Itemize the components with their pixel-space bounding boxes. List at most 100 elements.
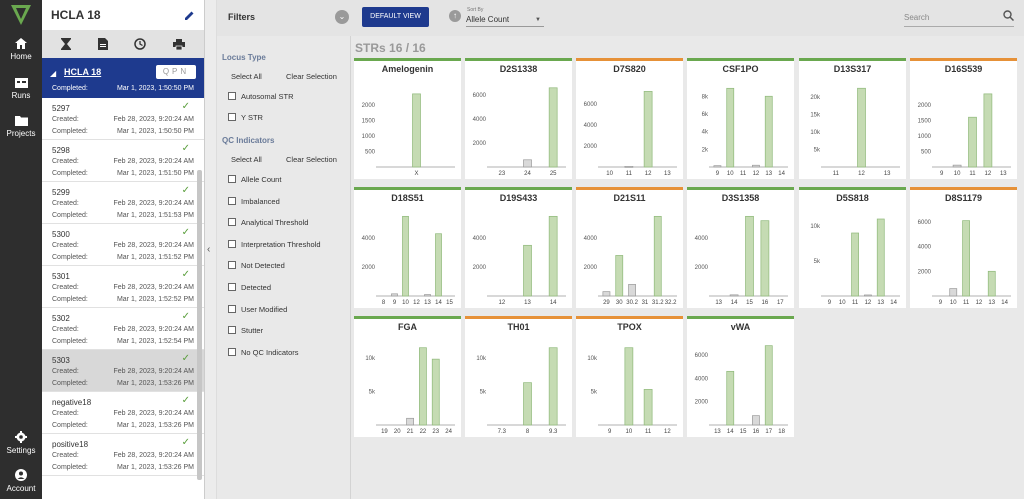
allele-bar[interactable] <box>643 389 653 426</box>
checkbox[interactable] <box>228 196 236 205</box>
locus-card[interactable]: D8S1179 2000 4000 6000 9 10 11 12 13 14 <box>910 187 1017 308</box>
checkbox[interactable] <box>228 347 236 356</box>
allele-bar[interactable] <box>857 87 866 168</box>
qc-indicator-option[interactable]: Detected <box>228 283 271 292</box>
allele-bar[interactable] <box>962 220 970 297</box>
allele-bar[interactable] <box>653 215 662 297</box>
allele-bar[interactable] <box>760 220 770 297</box>
allele-bar[interactable] <box>726 87 735 168</box>
nav-account[interactable]: Account <box>0 469 42 493</box>
report-button[interactable] <box>97 38 108 50</box>
print-button[interactable] <box>172 38 185 50</box>
filters-toggle-icon[interactable]: ⌄ <box>335 10 349 24</box>
allele-bar[interactable] <box>952 164 962 168</box>
allele-bar[interactable] <box>643 91 653 168</box>
allele-bar[interactable] <box>435 233 442 297</box>
checkbox[interactable] <box>228 261 236 270</box>
locus-card[interactable]: D5S818 5k 10k 9 10 11 12 13 14 <box>799 187 906 308</box>
qc-indicator-option[interactable]: Stutter <box>228 326 263 335</box>
allele-bar[interactable] <box>424 294 431 297</box>
case-item[interactable]: 5301 ✓ Created: Feb 28, 2023, 9:20:24 AM… <box>42 266 204 308</box>
selected-case[interactable]: ◢ HCLA 18 QPN Completed: Mar 1, 2023, 1:… <box>42 58 204 98</box>
allele-bar[interactable] <box>615 255 624 297</box>
allele-bar[interactable] <box>987 270 996 297</box>
qc-indicator-option[interactable]: Analytical Threshold <box>228 218 308 227</box>
nav-settings[interactable]: Settings <box>0 431 42 455</box>
history-button[interactable] <box>134 38 146 50</box>
allele-bar[interactable] <box>876 218 885 297</box>
allele-bar[interactable] <box>548 347 558 426</box>
case-item[interactable]: 5303 ✓ Created: Feb 28, 2023, 9:20:24 AM… <box>42 350 204 392</box>
search-icon[interactable] <box>1003 10 1014 21</box>
case-name[interactable]: positive18 <box>52 440 89 449</box>
nav-home[interactable]: Home <box>0 38 42 61</box>
case-name[interactable]: 5302 <box>52 314 70 323</box>
allele-bar[interactable] <box>726 370 735 426</box>
case-item[interactable]: negative18 ✓ Created: Feb 28, 2023, 9:20… <box>42 392 204 434</box>
nav-projects[interactable]: Projects <box>0 115 42 138</box>
qc-indicator-option[interactable]: Not Detected <box>228 261 285 270</box>
locus-card[interactable]: D18S51 2000 4000 8 9 10 12 13 14 15 <box>354 187 461 308</box>
allele-bar[interactable] <box>764 345 773 426</box>
allele-bar[interactable] <box>628 284 636 297</box>
qc-indicator-option[interactable]: No QC Indicators <box>228 347 299 357</box>
nav-runs[interactable]: Runs <box>0 77 42 100</box>
allele-bar[interactable] <box>406 417 414 426</box>
allele-bar[interactable] <box>624 347 634 426</box>
allele-bar[interactable] <box>752 415 760 426</box>
allele-bar[interactable] <box>752 164 760 168</box>
case-item[interactable]: 5300 ✓ Created: Feb 28, 2023, 9:20:24 AM… <box>42 224 204 266</box>
locus-card[interactable]: D3S1358 2000 4000 13 14 15 16 17 <box>687 187 794 308</box>
case-name[interactable]: 5298 <box>52 146 70 155</box>
case-item[interactable]: 5302 ✓ Created: Feb 28, 2023, 9:20:24 AM… <box>42 308 204 350</box>
edit-icon[interactable] <box>184 10 195 21</box>
case-item[interactable]: positive18 ✓ Created: Feb 28, 2023, 9:20… <box>42 434 204 476</box>
allele-bar[interactable] <box>523 244 532 297</box>
allele-bar[interactable] <box>745 215 754 297</box>
chevron-left-icon[interactable]: ‹ <box>207 244 211 255</box>
hourglass-button[interactable] <box>61 38 72 50</box>
locus-card[interactable]: TH01 5k 10k 7.3 8 9.3 <box>465 316 572 437</box>
checkbox[interactable] <box>228 218 236 227</box>
allele-bar[interactable] <box>851 232 859 297</box>
search-input[interactable]: Search <box>904 9 1014 27</box>
sort-by-select[interactable]: Allele Count <box>466 15 544 27</box>
allele-bar[interactable] <box>548 215 558 297</box>
checkbox[interactable] <box>228 283 236 291</box>
case-name[interactable]: 5297 <box>52 104 70 113</box>
allele-bar[interactable] <box>864 294 872 297</box>
locus-card[interactable]: CSF1PO 2k 4k 6k 8k 9 10 11 12 13 14 <box>687 58 794 179</box>
allele-bar[interactable] <box>523 159 532 168</box>
sidebar-scrollbar[interactable] <box>197 170 202 480</box>
locus-type-option[interactable]: Y STR <box>228 113 263 122</box>
allele-bar[interactable] <box>713 165 722 168</box>
collapse-arrow-icon[interactable]: ◢ <box>50 69 57 78</box>
locus-card[interactable]: D2S1338 2000 4000 6000 23 24 25 <box>465 58 572 179</box>
locus-card[interactable]: vWA 2000 4000 6000 13 14 15 16 17 18 <box>687 316 794 437</box>
checkbox[interactable] <box>228 92 236 100</box>
allele-bar[interactable] <box>983 93 993 168</box>
case-name[interactable]: 5303 <box>52 356 70 365</box>
allele-bar[interactable] <box>729 294 739 297</box>
sidebar-collapse-handle[interactable]: ‹ <box>205 0 217 499</box>
allele-bar[interactable] <box>412 93 421 168</box>
allele-bar[interactable] <box>548 87 558 168</box>
locus-card[interactable]: D7S820 2000 4000 6000 10 11 12 13 <box>576 58 683 179</box>
allele-bar[interactable] <box>402 215 409 297</box>
allele-bar[interactable] <box>968 116 977 168</box>
locus-card[interactable]: FGA 5k 10k 19 20 21 22 23 24 <box>354 316 461 437</box>
allele-bar[interactable] <box>419 347 427 426</box>
allele-bar[interactable] <box>431 358 440 426</box>
locus-card[interactable]: D21S11 2000 4000 29 30 30.2 31 31.2 32.2 <box>576 187 683 308</box>
allele-bar[interactable] <box>602 291 611 297</box>
case-name[interactable]: 5300 <box>52 230 70 239</box>
allele-bar[interactable] <box>764 95 773 168</box>
sort-direction-icon[interactable]: ↑ <box>449 10 461 22</box>
case-item[interactable]: 5299 ✓ Created: Feb 28, 2023, 9:20:24 AM… <box>42 182 204 224</box>
qc-indicator-option[interactable]: Allele Count <box>228 175 281 184</box>
locus-clear-selection-button[interactable]: Clear Selection <box>286 72 337 81</box>
allele-bar[interactable] <box>523 382 532 426</box>
qc-indicator-option[interactable]: Interpretation Threshold <box>228 239 321 249</box>
checkbox[interactable] <box>228 113 236 121</box>
default-view-button[interactable]: DEFAULT VIEW <box>362 7 429 27</box>
